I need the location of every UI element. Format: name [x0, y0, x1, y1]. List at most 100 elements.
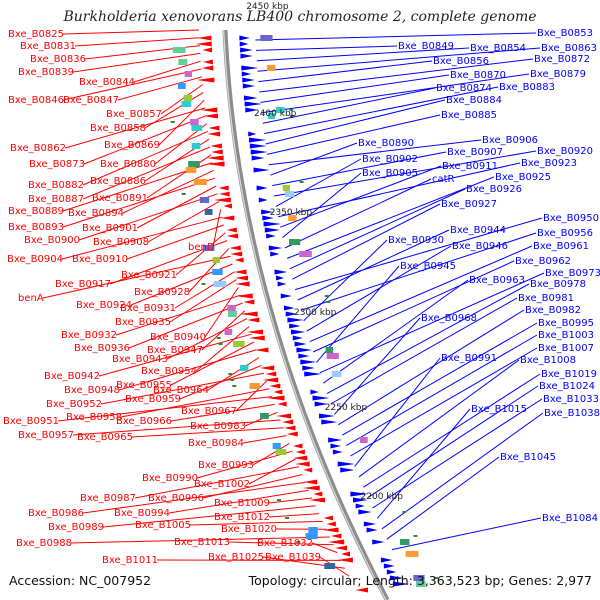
- right-strand-arrow: [319, 413, 335, 419]
- leader-line: [242, 435, 287, 444]
- right-strand-arrow: [340, 467, 355, 473]
- map-title: Burkholderia xenovorans LB400 chromosome…: [63, 9, 537, 25]
- scale-label: 2300 kbp: [294, 308, 337, 318]
- leader-line: [128, 302, 243, 349]
- left-strand-arrow: [254, 347, 269, 353]
- feature-block: [233, 341, 245, 347]
- right-strand-arrow: [270, 251, 280, 257]
- left-strand-arrow: [197, 35, 212, 41]
- feature-block: [308, 527, 318, 533]
- gene-label-left: Bxe_B1009: [214, 498, 270, 509]
- gene-label-left: Bxe_B1013: [174, 537, 230, 548]
- gene-label-right: Bxe_B1084: [542, 513, 598, 524]
- right-strand-arrow: [241, 65, 259, 71]
- left-strand-arrow: [201, 65, 214, 71]
- leader-line: [376, 408, 471, 519]
- leader-line: [115, 294, 241, 336]
- left-strand-arrow: [233, 269, 247, 275]
- feature-block: [212, 269, 223, 275]
- leader-line: [303, 239, 388, 322]
- tick-mark: [433, 577, 438, 579]
- leader-line: [309, 245, 533, 343]
- gene-label-left: Bxe_B0967: [181, 406, 237, 417]
- feature-block: [199, 197, 210, 203]
- left-strand-arrow: [235, 281, 250, 287]
- left-strand-arrow: [303, 479, 318, 485]
- leader-line: [244, 411, 278, 427]
- leader-line: [118, 349, 257, 391]
- gene-label-left: Bxe_B0846: [8, 95, 64, 106]
- gene-label-right: Bxe_B1024: [539, 381, 595, 392]
- tick-mark: [289, 109, 294, 111]
- leader-line: [98, 333, 252, 377]
- leader-line: [330, 297, 518, 405]
- leader-line: [78, 193, 218, 241]
- gene-label-left: Bxe_B0986: [28, 508, 84, 519]
- gene-label-left: Bxe_B0928: [134, 287, 190, 298]
- tick-mark: [324, 295, 329, 297]
- gene-label-right: Bxe_B0923: [521, 158, 577, 169]
- left-strand-arrow: [226, 233, 239, 239]
- gene-label-right: Bxe_B0854: [470, 43, 526, 54]
- gene-label-left: Bxe_B1011: [102, 555, 158, 566]
- tick-mark: [285, 517, 290, 519]
- gene-label-right: Bxe_B0905: [362, 168, 418, 179]
- gene-label-right: Bxe_B0870: [450, 70, 506, 81]
- tick-mark: [228, 373, 233, 375]
- left-strand-arrow: [196, 77, 215, 83]
- gene-label-left: Bxe_B0984: [188, 438, 244, 449]
- right-strand-arrow: [256, 185, 268, 191]
- right-strand-arrow: [355, 503, 365, 509]
- right-strand-arrow: [274, 269, 288, 275]
- gene-label-right: Bxe_B1007: [538, 343, 594, 354]
- gene-label-left: Bxe_B0966: [116, 416, 172, 427]
- gene-label-left: Bxe_B0857: [106, 109, 162, 120]
- leader-line: [381, 412, 544, 530]
- gene-label-left: Bxe_B0891: [92, 193, 148, 204]
- right-strand-arrow: [249, 143, 267, 149]
- left-strand-arrow: [293, 455, 308, 461]
- left-strand-arrow: [323, 515, 334, 521]
- feature-block: [213, 281, 227, 287]
- scale-label: 2350 kbp: [270, 208, 313, 218]
- leader-line: [82, 481, 306, 514]
- right-strand-arrow: [242, 77, 255, 83]
- gene-label-left: Bxe_B0957: [18, 430, 74, 441]
- leader-line: [134, 466, 299, 499]
- gene-label-left: Bxe_B1032: [257, 538, 313, 549]
- leader-line: [287, 176, 495, 259]
- gene-label-right: Bxe_B1045: [500, 452, 556, 463]
- right-strand-arrow: [240, 53, 253, 59]
- gene-label-left: Bxe_B0836: [30, 54, 86, 65]
- left-strand-arrow: [309, 497, 325, 503]
- right-strand-arrow: [277, 281, 287, 287]
- right-strand-arrow: [383, 563, 395, 569]
- feature-block: [288, 215, 297, 221]
- gene-label-right: Bxe_B0885: [441, 110, 497, 121]
- left-strand-arrow: [295, 461, 310, 467]
- tick-mark: [216, 337, 221, 339]
- right-strand-arrow: [240, 47, 253, 53]
- gene-label-right: Bxe_B0874: [436, 83, 492, 94]
- left-strand-arrow: [276, 413, 292, 419]
- gene-label-right: Bxe_B0853: [537, 28, 593, 39]
- right-strand-arrow: [321, 419, 338, 425]
- left-strand-arrow: [230, 251, 243, 257]
- left-strand-arrow: [277, 401, 287, 407]
- leader-line: [122, 169, 214, 214]
- leader-line: [64, 107, 206, 149]
- gene-label-left: Bxe_B0869: [104, 140, 160, 151]
- leader-line: [261, 73, 530, 114]
- left-strand-arrow: [200, 107, 218, 113]
- feature-block: [260, 35, 273, 41]
- leader-line: [120, 388, 270, 418]
- tick-mark: [289, 115, 294, 117]
- gene-label-right: Bxe_B0930: [388, 235, 444, 246]
- leader-line: [282, 172, 362, 238]
- leader-line: [57, 396, 273, 422]
- feature-block: [276, 107, 285, 113]
- left-strand-arrow: [269, 383, 281, 389]
- tick-mark: [413, 535, 418, 537]
- left-strand-arrow: [266, 395, 285, 401]
- right-strand-arrow: [302, 365, 315, 371]
